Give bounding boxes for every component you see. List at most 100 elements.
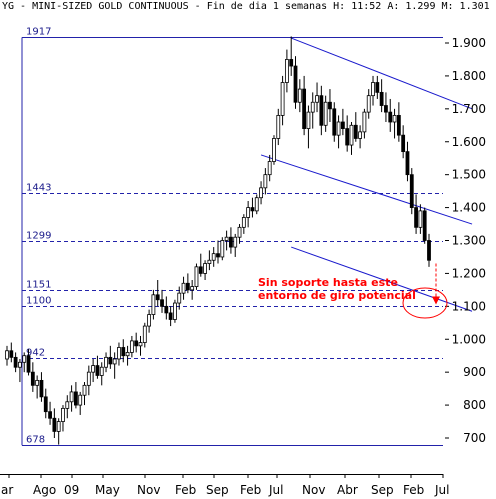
price-candle [289,36,294,76]
price-candle [13,352,18,373]
candle-body [328,101,332,110]
candle-body [414,207,418,228]
price-candle [112,352,117,379]
price-candle [254,194,259,215]
candle-body [65,401,70,409]
candle-body [332,108,337,136]
y-tick-label: 1.200 [452,266,486,280]
price-candle [392,108,397,139]
price-candle [362,108,367,139]
candle-body [246,207,251,218]
y-tick-label: 1.300 [452,234,486,248]
candle-body [233,236,238,248]
candle-body [48,411,52,419]
price-candle [52,408,57,438]
candle-body [345,128,350,146]
candle-body [86,371,91,386]
candle-body [108,356,113,365]
candle-body [22,355,27,363]
price-candle [129,335,134,358]
candle-body [216,253,220,258]
x-tick-label: Feb [403,483,424,497]
candle-body [422,210,427,241]
price-candle [422,207,427,244]
price-candle [18,359,22,383]
candle-body [30,371,35,386]
price-candle [306,105,311,149]
candle-body [276,115,281,139]
price-candle [9,342,14,363]
price-candle [82,382,87,406]
candle-body [409,174,414,208]
price-candle [259,181,263,205]
price-candle [319,85,324,136]
y-tick-label: 1.600 [452,135,486,149]
price-candle [194,263,199,290]
price-candle [198,253,203,277]
target-zone-ellipse [402,287,448,319]
y-tick-label: 1.100 [452,299,486,313]
candle-body [39,379,44,398]
price-candle [310,92,315,129]
candle-body [13,356,18,368]
candle-body [56,421,61,432]
candle-body [384,105,388,113]
candle-body [340,121,345,129]
candle-body [289,59,294,67]
price-candle [160,289,164,313]
price-candle [138,335,143,356]
candle-body [254,197,259,212]
arrow-head [432,296,440,305]
price-candle [5,345,9,366]
price-candle [39,372,44,402]
candle-body [272,138,276,162]
x-tick-label: Jul [434,483,449,497]
price-candle [332,102,337,142]
price-candle [108,345,113,369]
price-candle [297,79,302,113]
price-candle [30,362,35,392]
price-candle [418,204,423,234]
candle-body [319,95,324,126]
price-candle [315,82,319,113]
candle-body [18,361,22,368]
price-candle [237,224,242,244]
candle-body [366,95,371,113]
level-label-1151: 1151 [26,280,51,291]
chart-title: YG - MINI-SIZED GOLD CONTINUOUS - Fin de… [2,1,490,12]
price-candle [353,112,358,142]
price-candle [323,95,328,132]
price-candle [173,299,177,323]
x-tick-label: ar [1,483,13,497]
candle-body [280,82,285,116]
price-candle [409,168,414,215]
candle-body [142,325,147,343]
y-tick-label: 800 [463,398,486,412]
candle-body [91,365,96,373]
price-candle [250,197,255,218]
x-tick-label: Nov [137,483,160,497]
trendline-2 [260,154,473,225]
price-candle [401,125,406,159]
candle-body [353,124,358,139]
candle-body [392,115,397,123]
y-tick-label: 1.400 [452,201,486,215]
candle-body [198,266,203,274]
price-candle [405,141,410,182]
candle-body [396,115,401,136]
candle-body [349,124,354,146]
candle-body [177,292,182,304]
price-candle [164,296,169,320]
annotation-text: entorno de giro potencial [258,289,416,302]
level-label-1100: 1100 [26,296,51,307]
price-candle [134,332,139,353]
candle-body [147,314,152,327]
price-candle [302,75,307,136]
level-label-1299: 1299 [26,231,51,242]
candle-body [82,384,87,396]
x-tick-label: Nov [302,483,325,497]
price-candle [78,391,83,415]
candle-body [134,340,139,347]
price-candle [220,237,225,261]
candle-body [427,240,431,261]
